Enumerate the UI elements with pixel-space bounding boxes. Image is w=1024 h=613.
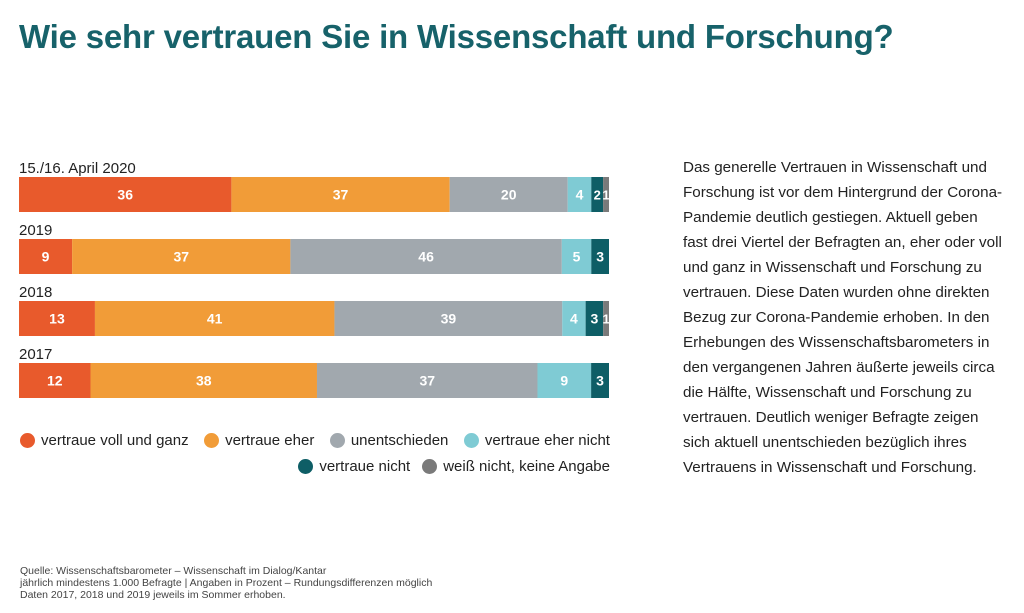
data-label: 4: [570, 311, 578, 327]
legend-item-unentschieden: unentschieden: [329, 432, 449, 449]
legend-dot-icon: [463, 433, 479, 448]
bar-segment: [585, 301, 604, 336]
data-label: 46: [418, 249, 434, 265]
legend-label: vertraue eher nicht: [484, 432, 610, 449]
description-paragraph: Das generelle Vertrauen in Wissenschaft …: [683, 159, 1003, 476]
bar-segment: [591, 363, 609, 398]
bar-segment: [591, 239, 609, 274]
legend-label: vertraue nicht: [319, 458, 411, 475]
data-label: 5: [573, 249, 581, 265]
legend-dot-icon: [204, 433, 220, 448]
source-footnote: Quelle: Wissenschaftsbarometer – Wissens…: [20, 565, 432, 601]
data-label: 41: [207, 311, 223, 327]
data-label: 36: [117, 187, 133, 203]
data-label: 20: [501, 187, 517, 203]
data-label: 12: [47, 373, 63, 389]
data-label: 2: [594, 188, 601, 203]
data-label: 1: [602, 188, 609, 203]
bar-segment: [603, 177, 609, 212]
legend-dot-icon: [298, 459, 314, 474]
bar-segment: [334, 301, 563, 336]
data-label: 3: [590, 311, 598, 327]
category-label: 2019: [19, 222, 52, 239]
footnote-source: Quelle: Wissenschaftsbarometer – Wissens…: [20, 565, 327, 577]
page-title: Wie sehr vertrauen Sie in Wissenschaft u…: [19, 18, 894, 55]
legend-item-vertraue-eher-nicht: vertraue eher nicht: [463, 432, 610, 449]
bar-segment: [316, 363, 538, 398]
data-label: 3: [596, 249, 604, 265]
bar-segment: [19, 177, 232, 212]
data-label: 37: [419, 373, 435, 389]
legend-label: vertraue voll und ganz: [41, 432, 189, 449]
legend-item-vertraue-eher: vertraue eher: [204, 432, 314, 449]
legend-label: unentschieden: [350, 432, 449, 449]
data-label: 4: [576, 187, 584, 203]
bar-segment: [603, 301, 609, 336]
legend-dot-icon: [329, 433, 345, 448]
data-label: 13: [49, 311, 65, 327]
category-label: 2017: [19, 346, 52, 363]
data-label: 3: [596, 373, 604, 389]
bar-segment: [19, 301, 95, 336]
data-label: 9: [560, 373, 568, 389]
bar-segment: [72, 239, 291, 274]
legend-item-vertraue-nicht: vertraue nicht: [298, 458, 410, 475]
bar-segment: [567, 177, 592, 212]
chart-legend: vertraue voll und ganz vertraue eher une…: [20, 432, 610, 484]
legend-item-vertraue-voll-und-ganz: vertraue voll und ganz: [20, 432, 189, 449]
category-label: 15./16. April 2020: [19, 160, 136, 177]
bar-segment: [562, 301, 586, 336]
bar-segment: [290, 239, 562, 274]
legend-dot-icon: [422, 459, 438, 474]
footnote-sample: jährlich mindestens 1.000 Befragte | Ang…: [20, 577, 433, 589]
data-label: 37: [333, 187, 349, 203]
bar-segment: [449, 177, 568, 212]
legend-label: weiß nicht, keine Angabe: [443, 458, 610, 475]
data-label: 9: [42, 249, 50, 265]
bar-segment: [561, 239, 592, 274]
legend-label: vertraue eher: [225, 432, 315, 449]
bar-segment: [90, 363, 317, 398]
category-label: 2018: [19, 284, 52, 301]
bar-segment: [94, 301, 335, 336]
bar-segment: [19, 239, 73, 274]
data-label: 37: [173, 249, 189, 265]
bar-segment: [591, 177, 604, 212]
data-label: 39: [441, 311, 457, 327]
data-label: 38: [196, 373, 212, 389]
legend-item-weiss-nicht: weiß nicht, keine Angabe: [422, 458, 610, 475]
legend-dot-icon: [20, 433, 35, 448]
bar-segment: [231, 177, 450, 212]
data-label: 1: [602, 312, 609, 327]
description-text: Das generelle Vertrauen in Wissenschaft …: [683, 155, 1003, 480]
bar-segment: [537, 363, 592, 398]
bar-segment: [19, 363, 91, 398]
footnote-dates: Daten 2017, 2018 und 2019 jeweils im Som…: [20, 589, 286, 601]
